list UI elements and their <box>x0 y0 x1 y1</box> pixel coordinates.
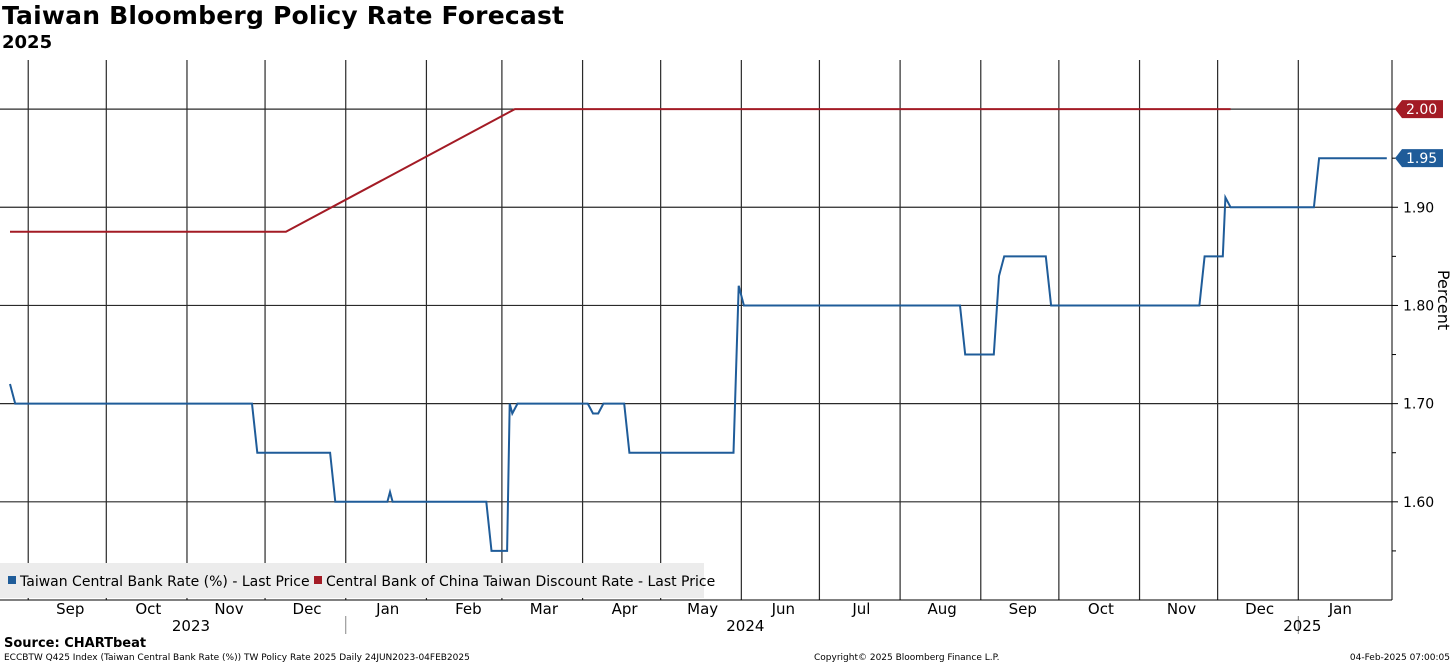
y-tick-label: 1.90 <box>1403 200 1434 216</box>
last-value-tag-0 <box>1395 149 1443 168</box>
legend-label: Taiwan Central Bank Rate (%) - Last Pric… <box>19 574 310 590</box>
x-tick-label: Dec <box>1245 600 1274 618</box>
x-tick-label: Jun <box>771 600 795 618</box>
legend-swatch-1 <box>314 576 322 584</box>
y-tick-label: 1.70 <box>1403 397 1434 413</box>
x-tick-label: Sep <box>56 600 84 618</box>
x-tick-label: Jan <box>1328 600 1352 618</box>
legend-box <box>0 563 704 598</box>
legend-label: Central Bank of China Taiwan Discount Ra… <box>326 574 715 590</box>
x-tick-label: Jul <box>851 600 870 618</box>
x-tick-label: Jan <box>375 600 399 618</box>
x-tick-label: Nov <box>1167 600 1196 618</box>
source-note: Source: CHARTbeat <box>4 636 147 651</box>
y-tick-label: 1.80 <box>1403 298 1434 314</box>
x-tick-label: Dec <box>293 600 322 618</box>
x-tick-label: Oct <box>135 600 161 618</box>
series-line-1 <box>10 108 1231 233</box>
x-tick-label: Mar <box>530 600 559 618</box>
last-value-label: 2.00 <box>1406 102 1437 118</box>
x-tick-label: Apr <box>612 600 639 618</box>
x-tick-label: Sep <box>1009 600 1037 618</box>
year-label: 2024 <box>726 617 764 635</box>
x-tick-label: Aug <box>927 600 956 618</box>
page-title: Taiwan Bloomberg Policy Rate Forecast <box>2 1 565 30</box>
x-tick-label: Oct <box>1088 600 1114 618</box>
timestamp: 04-Feb-2025 07:00:05 <box>1349 653 1450 663</box>
x-tick-label: Nov <box>214 600 243 618</box>
series-line-0 <box>9 157 1387 552</box>
x-tick-label: Feb <box>455 600 482 618</box>
year-label: 2025 <box>1283 617 1321 635</box>
legend-swatch-0 <box>8 576 16 584</box>
y-axis-label: Percent <box>1434 270 1453 330</box>
last-value-label: 1.95 <box>1406 151 1437 167</box>
x-tick-label: May <box>687 600 718 618</box>
last-value-tag-1 <box>1395 100 1443 119</box>
index-note: ECCBTW Q425 Index (Taiwan Central Bank R… <box>4 653 470 663</box>
y-tick-label: 1.60 <box>1403 495 1434 511</box>
year-label: 2023 <box>172 617 210 635</box>
page-subtitle: 2025 <box>2 32 53 53</box>
copyright-note: Copyright© 2025 Bloomberg Finance L.P. <box>814 653 1000 663</box>
